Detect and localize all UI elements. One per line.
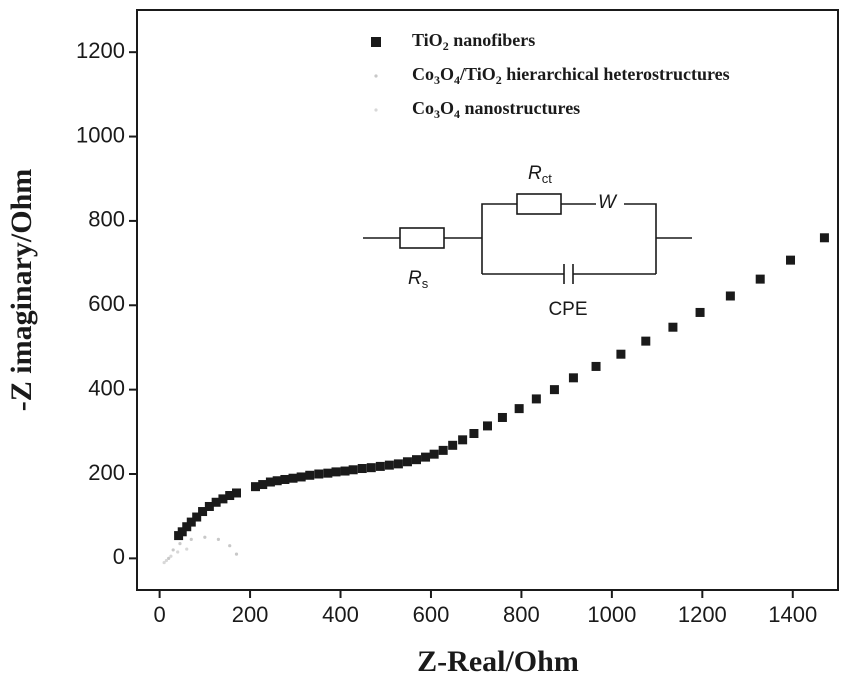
data-point	[402, 457, 412, 467]
data-point	[203, 535, 207, 539]
x-tick-label: 1000	[587, 602, 636, 627]
y-tick-label: 800	[88, 207, 125, 232]
y-tick-label: 600	[88, 291, 125, 316]
data-point	[225, 491, 235, 501]
y-axis-label: -Z imaginary/Ohm	[5, 169, 38, 412]
data-point	[204, 501, 214, 511]
data-point	[218, 494, 228, 504]
data-point	[171, 548, 175, 552]
data-point	[483, 421, 492, 431]
data-point	[162, 560, 166, 565]
data-point	[668, 322, 678, 332]
data-point	[469, 429, 479, 439]
data-point	[393, 459, 403, 469]
data-point	[192, 512, 202, 522]
data-point	[185, 547, 189, 551]
data-point	[211, 497, 221, 507]
circuit-label: Rs	[408, 268, 429, 291]
data-point	[514, 404, 524, 414]
legend-label: TiO2 nanofibers	[412, 30, 535, 53]
data-point	[231, 488, 241, 498]
x-tick-label: 400	[322, 602, 359, 627]
data-point	[786, 255, 796, 265]
data-point	[411, 455, 421, 465]
data-point	[178, 542, 182, 546]
circuit-label: CPE	[548, 299, 587, 320]
data-point	[497, 412, 507, 422]
data-point	[695, 307, 705, 317]
data-point	[234, 552, 239, 556]
x-tick-label: 0	[153, 602, 165, 627]
data-point	[591, 361, 601, 371]
data-point	[616, 349, 626, 359]
data-point	[429, 449, 439, 459]
data-point	[323, 468, 333, 478]
data-point	[755, 274, 765, 284]
data-point	[568, 373, 578, 383]
x-tick-label: 1400	[768, 602, 817, 627]
y-tick-label: 0	[113, 544, 125, 569]
data-point	[167, 556, 171, 560]
data-point	[186, 517, 196, 527]
data-point	[305, 470, 315, 480]
data-point	[314, 469, 324, 479]
data-point	[176, 550, 180, 554]
data-point	[228, 544, 232, 548]
y-tick-label: 1000	[76, 122, 125, 147]
legend-label: Co3O4 nanostructures	[412, 98, 580, 121]
data-point	[250, 482, 260, 492]
y-tick-label: 200	[88, 460, 125, 485]
y-tick-label: 1200	[76, 38, 125, 63]
data-point	[216, 537, 221, 541]
data-point	[340, 466, 350, 476]
data-point	[169, 554, 173, 558]
data-point	[348, 465, 358, 475]
data-point	[819, 233, 829, 243]
plot-frame	[136, 9, 839, 591]
x-tick-label: 800	[503, 602, 540, 627]
legend-marker	[374, 74, 378, 78]
data-point	[177, 527, 187, 537]
data-point	[296, 472, 306, 482]
circuit-label: W	[598, 192, 618, 213]
x-tick-label: 200	[232, 602, 269, 627]
data-point	[458, 435, 468, 445]
circuit-inset	[363, 193, 692, 284]
data-point	[280, 474, 290, 484]
x-tick-label: 600	[413, 602, 450, 627]
data-point	[258, 480, 268, 490]
data-point	[357, 464, 367, 474]
data-point	[164, 558, 168, 563]
data-point	[448, 440, 458, 450]
y-tick-label: 400	[88, 375, 125, 400]
data-point	[375, 461, 385, 471]
legend-marker	[371, 37, 381, 47]
data-point	[189, 537, 193, 541]
data-point	[272, 476, 282, 486]
x-tick-label: 1200	[678, 602, 727, 627]
data-point	[198, 507, 208, 517]
x-axis-label: Z-Real/Ohm	[417, 645, 579, 678]
data-point	[725, 291, 735, 301]
data-point	[265, 477, 275, 487]
data-point	[641, 336, 651, 346]
data-point	[549, 385, 559, 395]
legend-label: Co3O4/TiO2 hierarchical heterostructures	[412, 64, 730, 87]
data-point	[421, 452, 431, 462]
data-point	[331, 467, 341, 477]
data-point	[182, 522, 192, 532]
data-point	[384, 460, 394, 470]
circuit-label: Rct	[528, 163, 552, 186]
legend-marker	[374, 108, 378, 112]
data-point	[288, 473, 298, 483]
data-point	[438, 445, 448, 455]
data-point	[366, 463, 376, 473]
data-point	[531, 394, 541, 404]
